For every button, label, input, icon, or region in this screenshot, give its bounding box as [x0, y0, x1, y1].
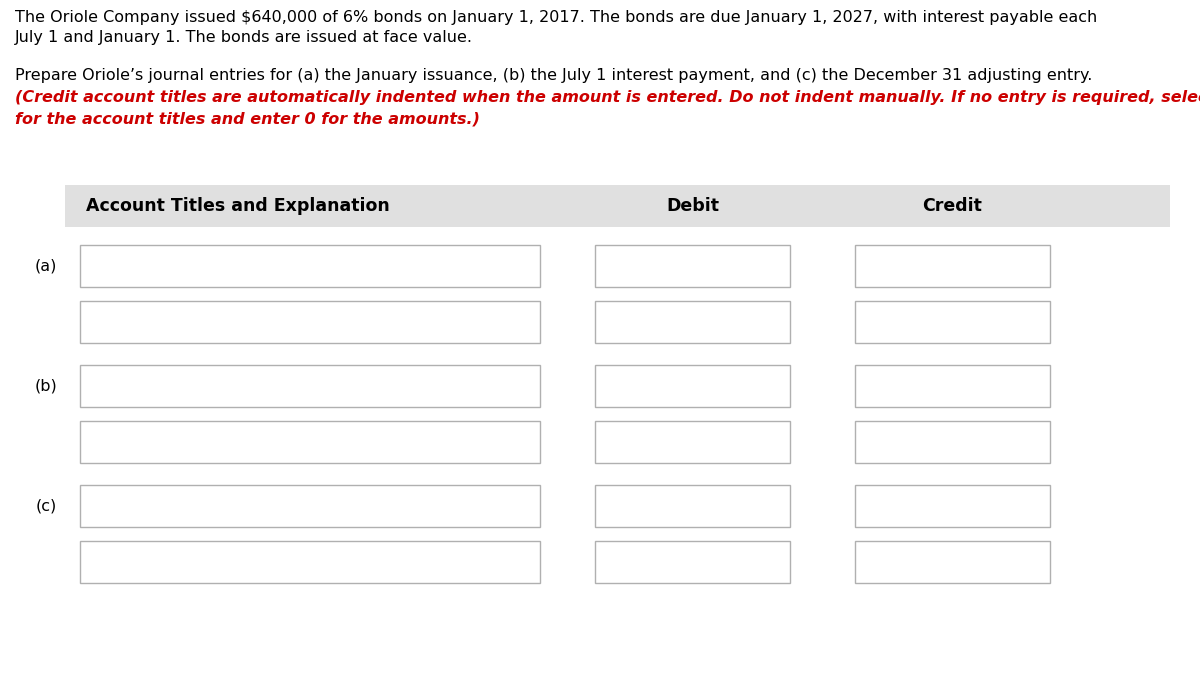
Text: The Oriole Company issued $640,000 of 6% bonds on January 1, 2017. The bonds are: The Oriole Company issued $640,000 of 6%… — [14, 10, 1097, 25]
Text: (Credit account titles are automatically indented when the amount is entered. Do: (Credit account titles are automatically… — [14, 90, 1200, 105]
Text: Prepare Oriole’s journal entries for (a) the January issuance, (b) the July 1 in: Prepare Oriole’s journal entries for (a)… — [14, 68, 1092, 83]
Bar — [854, 365, 1050, 407]
Bar — [854, 541, 1050, 583]
Text: Credit: Credit — [923, 197, 983, 215]
Text: (c): (c) — [36, 499, 58, 514]
Bar — [80, 365, 540, 407]
Bar — [595, 301, 790, 343]
Bar — [80, 245, 540, 287]
Bar — [854, 421, 1050, 463]
Bar — [595, 541, 790, 583]
Bar — [80, 421, 540, 463]
Bar — [854, 485, 1050, 527]
Bar — [854, 301, 1050, 343]
Text: Account Titles and Explanation: Account Titles and Explanation — [86, 197, 390, 215]
Text: (a): (a) — [35, 259, 58, 274]
Bar — [854, 245, 1050, 287]
Text: July 1 and January 1. The bonds are issued at face value.: July 1 and January 1. The bonds are issu… — [14, 30, 473, 45]
Text: for the account titles and enter 0 for the amounts.): for the account titles and enter 0 for t… — [14, 112, 480, 127]
Bar — [80, 301, 540, 343]
Bar — [595, 485, 790, 527]
Bar — [595, 421, 790, 463]
Bar — [80, 541, 540, 583]
Text: (b): (b) — [35, 379, 58, 394]
Bar — [595, 245, 790, 287]
Bar — [65, 185, 1170, 227]
Bar — [80, 485, 540, 527]
Bar — [595, 365, 790, 407]
Text: Debit: Debit — [666, 197, 719, 215]
